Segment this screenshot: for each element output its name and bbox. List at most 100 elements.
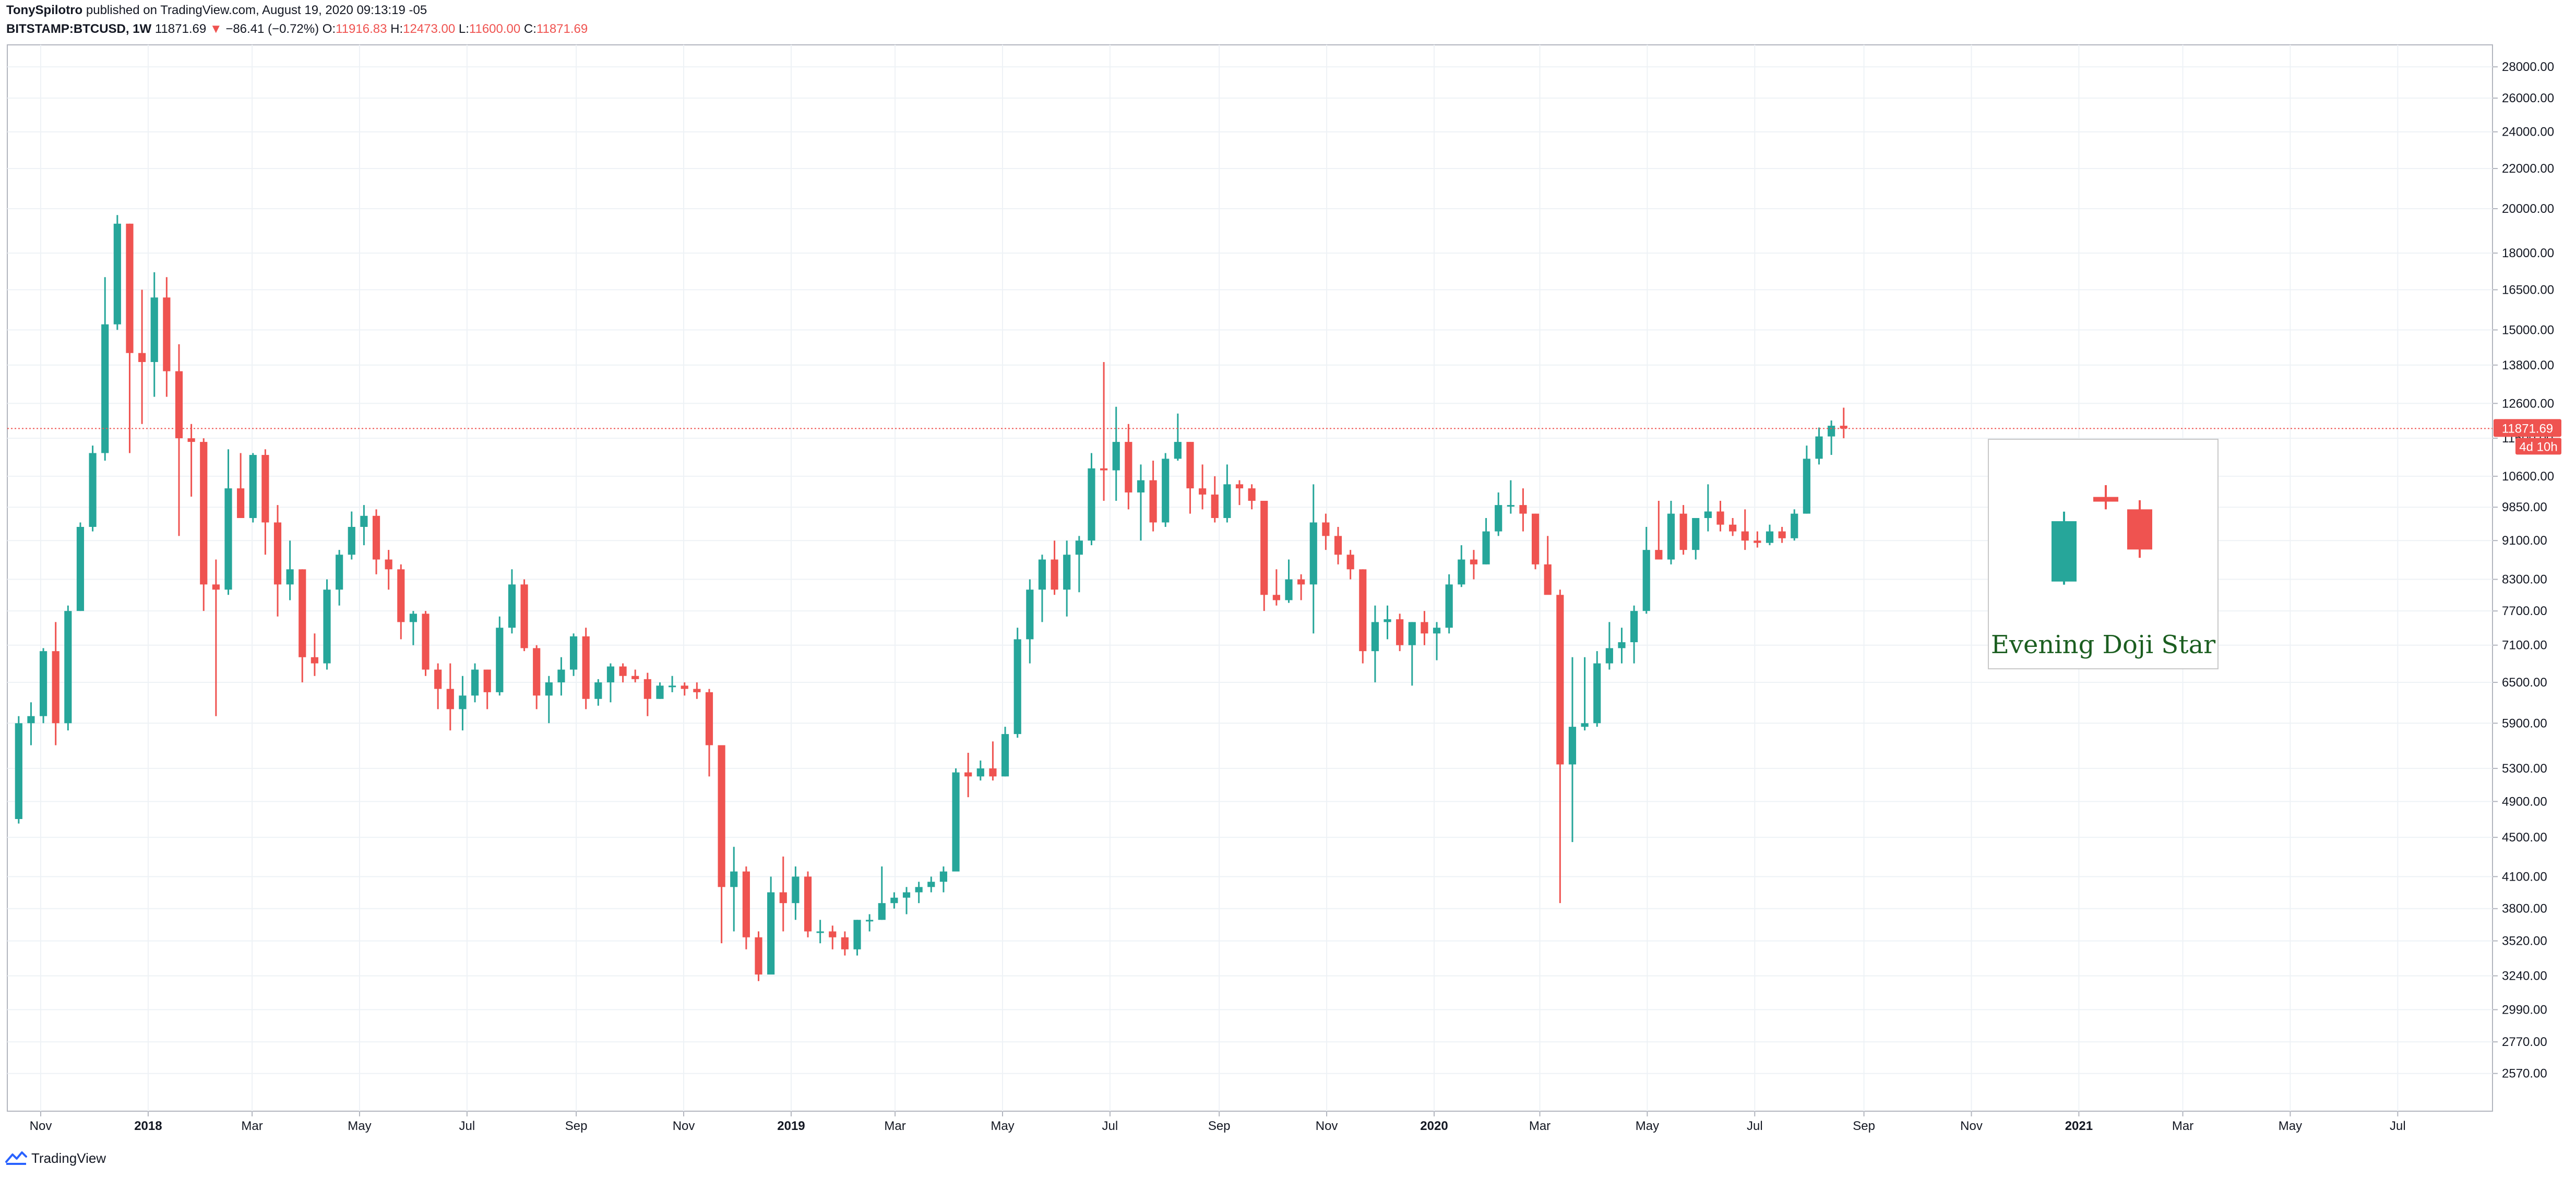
candle-body [964, 772, 972, 777]
candle-body [299, 569, 306, 657]
candle-body [1519, 505, 1527, 514]
candle-body [1618, 642, 1626, 648]
author-name[interactable]: TonySpilotro [6, 3, 83, 17]
symbol-name: BITSTAMP:BTCUSD, 1W [6, 22, 152, 36]
candle-body [841, 937, 849, 949]
candle-body [643, 679, 651, 699]
down-arrow-icon: ▼ [209, 22, 222, 36]
price-tick-label: 5900.00 [2502, 716, 2547, 730]
candle-body [1581, 723, 1589, 727]
candle-body [39, 651, 47, 716]
candle-body [878, 903, 886, 920]
time-tick-label: Nov [30, 1119, 52, 1133]
candle-body [606, 666, 615, 683]
candle-body [508, 584, 516, 628]
candle-body [989, 768, 997, 777]
price-tick-label: 2990.00 [2502, 1003, 2547, 1017]
candle-body [631, 676, 639, 679]
time-tick-label: May [991, 1119, 1014, 1133]
candle-body [1272, 595, 1280, 600]
candle-body [372, 515, 380, 560]
last-price-label: 11871.69 [2502, 422, 2553, 436]
time-tick-label: Jul [459, 1119, 475, 1133]
candle-body [520, 584, 528, 648]
time-tick-label: 2018 [134, 1119, 162, 1133]
price-tick-label: 3800.00 [2502, 902, 2547, 916]
candle-body [1125, 442, 1132, 493]
footer-brand[interactable]: TradingView [5, 1148, 106, 1169]
countdown-label: 4d 10h [2519, 440, 2557, 454]
time-tick-label: 2021 [2065, 1119, 2093, 1133]
candle-body [705, 692, 713, 745]
price-tick-label: 28000.00 [2502, 60, 2554, 74]
candle-body [1088, 468, 1095, 541]
candle-body [779, 892, 787, 904]
candle-body [385, 559, 392, 570]
annotation-label: Evening Doji Star [1991, 630, 2215, 659]
candle-body [1149, 480, 1157, 523]
candle-body [224, 488, 232, 590]
candle-body [422, 613, 430, 670]
candle-body [927, 882, 935, 887]
price-change: −86.41 (−0.72%) [225, 22, 319, 36]
time-tick-label: Jul [1747, 1119, 1763, 1133]
candle-body [409, 613, 418, 622]
publish-info: TonySpilotro published on TradingView.co… [6, 2, 427, 19]
candle-body [1507, 505, 1514, 507]
candle-body [187, 438, 195, 442]
candle-body [767, 892, 775, 975]
last-price-badge [2494, 419, 2561, 437]
candle-body [718, 745, 725, 887]
time-tick-label: Mar [2172, 1119, 2193, 1133]
candle-body [1556, 595, 1564, 765]
candle-body [1100, 468, 1108, 471]
candle-body [1408, 622, 1416, 645]
candle-body [1704, 511, 1712, 518]
candle-body [792, 876, 800, 904]
candle-body [594, 682, 602, 699]
candle-body [939, 871, 948, 882]
candle-body [1174, 442, 1182, 459]
candle-body [163, 297, 171, 371]
candle-body [1605, 648, 1613, 664]
candle-body [1840, 426, 1847, 429]
price-tick-label: 12600.00 [2502, 396, 2554, 411]
candle-body [1162, 459, 1170, 523]
price-tick-label: 16500.00 [2502, 283, 2554, 297]
candle-body [804, 876, 812, 932]
time-tick-label: Mar [1529, 1119, 1551, 1133]
time-tick-label: 2020 [1420, 1119, 1448, 1133]
candle-body [853, 920, 861, 949]
price-tick-label: 18000.00 [2502, 246, 2554, 260]
candle-body [1051, 559, 1058, 590]
candle-body [1309, 522, 1317, 585]
candle-body [1199, 488, 1207, 495]
price-tick-label: 20000.00 [2502, 202, 2554, 216]
candle-body [816, 931, 824, 933]
price-tick-label: 2570.00 [2502, 1067, 2547, 1081]
candle-body [52, 651, 59, 724]
publish-text: published on TradingView.com, August 19,… [82, 3, 427, 17]
price-tick-label: 9100.00 [2502, 534, 2547, 548]
candle-body [866, 920, 874, 922]
candle-body [336, 555, 343, 590]
candle-body [1729, 524, 1737, 532]
candle-body [976, 768, 984, 777]
time-tick-label: Jul [2390, 1119, 2406, 1133]
candle-body [113, 223, 121, 324]
candle-body [1433, 628, 1441, 634]
candle-body [1297, 579, 1305, 585]
candle-body [1112, 442, 1120, 471]
price-tick-label: 13800.00 [2502, 358, 2554, 372]
price-tick-label: 4500.00 [2502, 831, 2547, 845]
candle-body [681, 685, 688, 689]
candle-body [1470, 559, 1478, 564]
candle-body [1421, 622, 1428, 634]
price-tick-label: 6500.00 [2502, 676, 2547, 690]
candle-body [1593, 663, 1601, 724]
candle-body [1013, 639, 1021, 735]
candle-body [1568, 727, 1577, 765]
candle-body [1495, 505, 1502, 532]
candle-body [1630, 611, 1638, 643]
